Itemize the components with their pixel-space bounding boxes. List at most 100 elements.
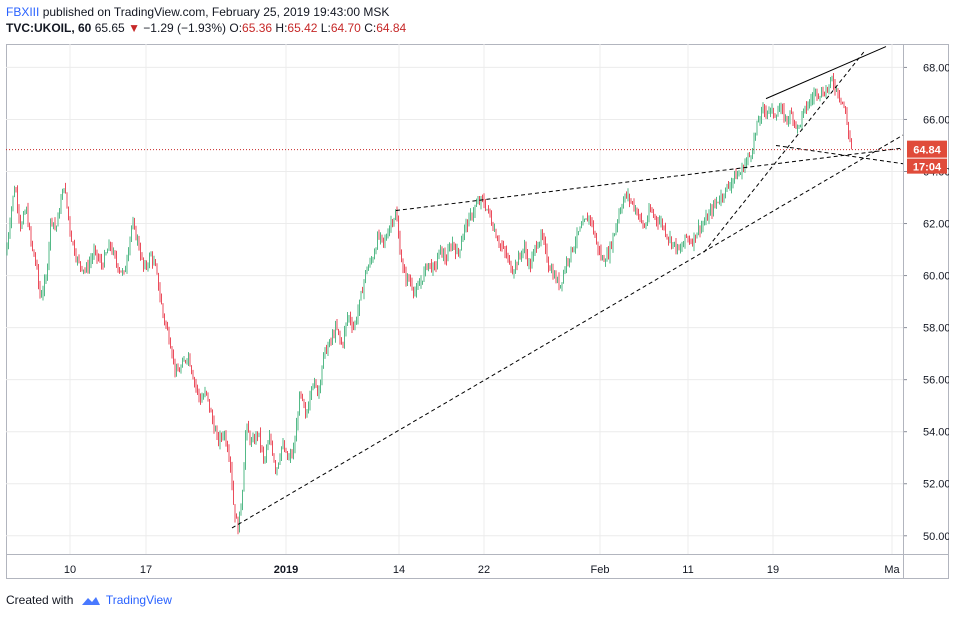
candle-body xyxy=(342,343,344,345)
trend-line xyxy=(231,134,904,529)
candle-body xyxy=(821,91,822,96)
candle-body xyxy=(278,462,279,468)
candle-body xyxy=(662,220,663,227)
candle-body xyxy=(32,241,33,250)
candle-body xyxy=(15,190,17,192)
candle-body xyxy=(782,106,783,109)
candle-body xyxy=(144,263,146,268)
candle-body xyxy=(182,361,183,367)
candle-body xyxy=(596,237,597,242)
candle-body xyxy=(644,226,645,228)
candle-body xyxy=(588,216,590,222)
candle-body xyxy=(252,438,254,441)
candle-body xyxy=(293,448,294,455)
candle-body xyxy=(633,202,635,210)
candle-body xyxy=(818,95,819,97)
candle-body xyxy=(762,107,764,109)
candle-body xyxy=(153,261,155,263)
candle-body xyxy=(450,247,452,249)
candle-body xyxy=(657,220,659,224)
candle-body xyxy=(624,194,626,201)
candle-body xyxy=(407,275,408,281)
candle-body xyxy=(524,246,525,250)
candle-body xyxy=(756,122,758,133)
candle-body xyxy=(459,249,461,253)
candle-body xyxy=(230,457,231,467)
candle-body xyxy=(387,234,389,238)
candle-body xyxy=(345,323,347,331)
candle-body xyxy=(632,201,633,203)
candle-body xyxy=(810,99,812,101)
candle-body xyxy=(789,112,791,121)
candle-body xyxy=(122,270,123,273)
author-link[interactable]: FBXIII xyxy=(6,5,40,19)
candle-body xyxy=(665,226,666,235)
candle-body xyxy=(314,381,315,386)
candle-body xyxy=(311,387,312,397)
candle-body xyxy=(299,393,300,416)
candle-body xyxy=(767,111,768,114)
candle-body xyxy=(426,264,428,270)
candle-body xyxy=(308,406,309,413)
candle-body xyxy=(543,236,545,242)
candle-body xyxy=(386,237,387,240)
candle-body xyxy=(243,465,245,492)
candle-body xyxy=(87,265,89,270)
ohlc-line: TVC:UKOIL, 60 65.65 ▼ −1.29 (−1.93%) O:6… xyxy=(6,20,406,36)
candle-body xyxy=(605,261,606,263)
candle-body xyxy=(705,216,707,223)
candle-body xyxy=(183,360,185,362)
tradingview-link[interactable]: TradingView xyxy=(105,593,172,607)
x-tick-label: 10 xyxy=(64,564,76,576)
candle-body xyxy=(615,226,617,234)
candle-body xyxy=(639,215,641,217)
candle-body xyxy=(221,434,222,437)
candle-body xyxy=(470,214,471,216)
candle-body xyxy=(684,234,686,244)
candle-body xyxy=(674,242,675,244)
candle-body xyxy=(453,242,455,248)
candle-body xyxy=(602,257,603,259)
candle-body xyxy=(189,355,191,367)
candle-body xyxy=(497,237,498,241)
candle-body xyxy=(702,224,704,226)
candle-body xyxy=(474,206,476,213)
candle-body xyxy=(683,243,684,248)
candle-body xyxy=(591,220,593,223)
candle-body xyxy=(758,121,759,123)
close-label: C: xyxy=(364,21,377,35)
chart-area[interactable]: 10 17 2019 14 22 Feb 11 19 Ma 50.00 52.00 54.00 56.0… xyxy=(6,44,949,579)
candle-body xyxy=(197,386,198,391)
candle-body xyxy=(348,316,350,318)
candle-body xyxy=(42,290,44,295)
candle-body xyxy=(539,242,540,246)
candle-body xyxy=(738,174,740,176)
candle-body xyxy=(570,247,572,259)
candle-body xyxy=(528,261,530,264)
candle-body xyxy=(600,250,602,259)
candle-body xyxy=(546,247,548,262)
candle-body xyxy=(132,223,134,227)
candle-body xyxy=(332,334,333,341)
candle-body xyxy=(581,225,582,228)
candle-body xyxy=(492,224,494,231)
price-chart[interactable]: 10 17 2019 14 22 Feb 11 19 Ma 50.00 52.00 54.00 56.0… xyxy=(6,44,949,579)
candle-body xyxy=(740,173,741,175)
candle-body xyxy=(686,234,687,237)
candle-body xyxy=(446,259,447,261)
candle-body xyxy=(392,221,393,224)
candle-body xyxy=(642,220,644,227)
candle-body xyxy=(531,257,533,269)
candle-body xyxy=(416,288,417,292)
candle-body xyxy=(68,206,69,219)
candle-body xyxy=(707,216,708,221)
candle-body xyxy=(341,339,342,344)
candle-body xyxy=(699,225,701,232)
candle-body xyxy=(735,172,737,179)
candle-body xyxy=(566,260,567,269)
publish-line: FBXIII published on TradingView.com, Feb… xyxy=(6,4,406,20)
candle-body xyxy=(533,251,534,258)
candle-body xyxy=(128,250,129,260)
candle-body xyxy=(318,387,320,396)
candle-body xyxy=(317,385,318,396)
